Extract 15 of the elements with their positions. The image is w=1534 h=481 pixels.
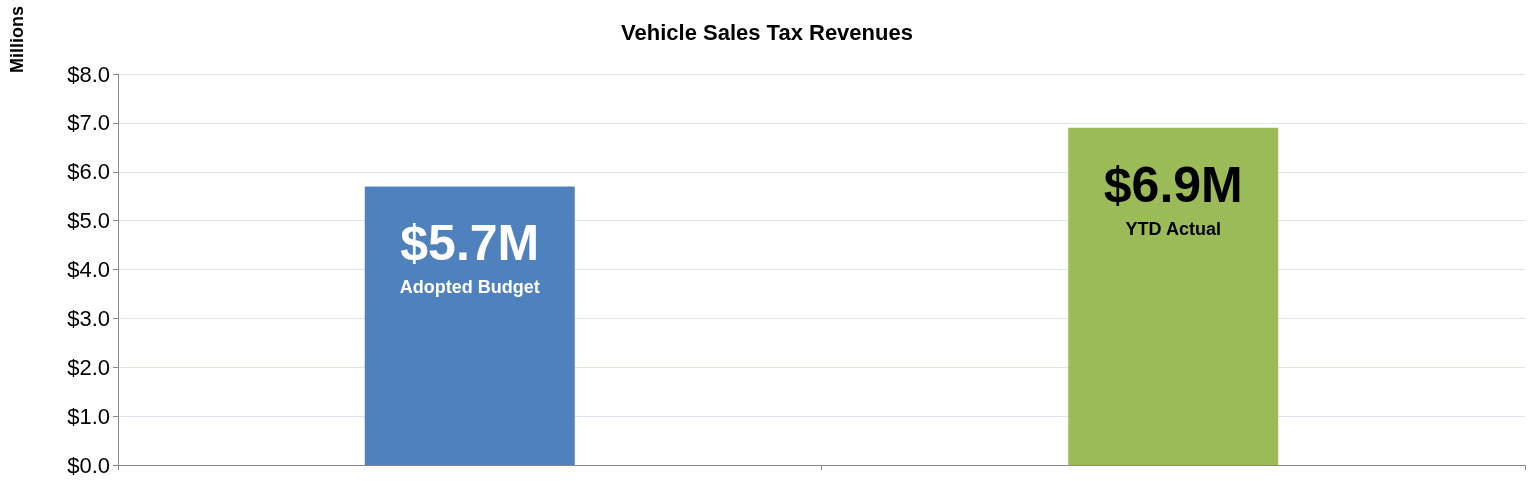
chart-title: Vehicle Sales Tax Revenues — [621, 19, 913, 45]
y-tick-label: $0.0 — [67, 452, 110, 478]
y-tick-label: $8.0 — [67, 61, 110, 87]
y-tick-label: $3.0 — [67, 305, 110, 331]
y-tick-label: $2.0 — [67, 354, 110, 380]
y-axis-title: Millions — [7, 6, 27, 73]
data-label: $6.9M — [1103, 156, 1243, 213]
y-tick-label: $7.0 — [67, 110, 110, 136]
x-tick-label: Adopted Budget — [399, 277, 540, 298]
x-tick-label: YTD Actual — [1125, 218, 1221, 239]
y-tick-label: $5.0 — [67, 208, 110, 234]
y-tick-label: $1.0 — [67, 403, 110, 429]
data-label: $5.7M — [400, 215, 540, 272]
y-tick-label: $6.0 — [67, 159, 110, 185]
y-tick-label: $4.0 — [67, 257, 110, 282]
